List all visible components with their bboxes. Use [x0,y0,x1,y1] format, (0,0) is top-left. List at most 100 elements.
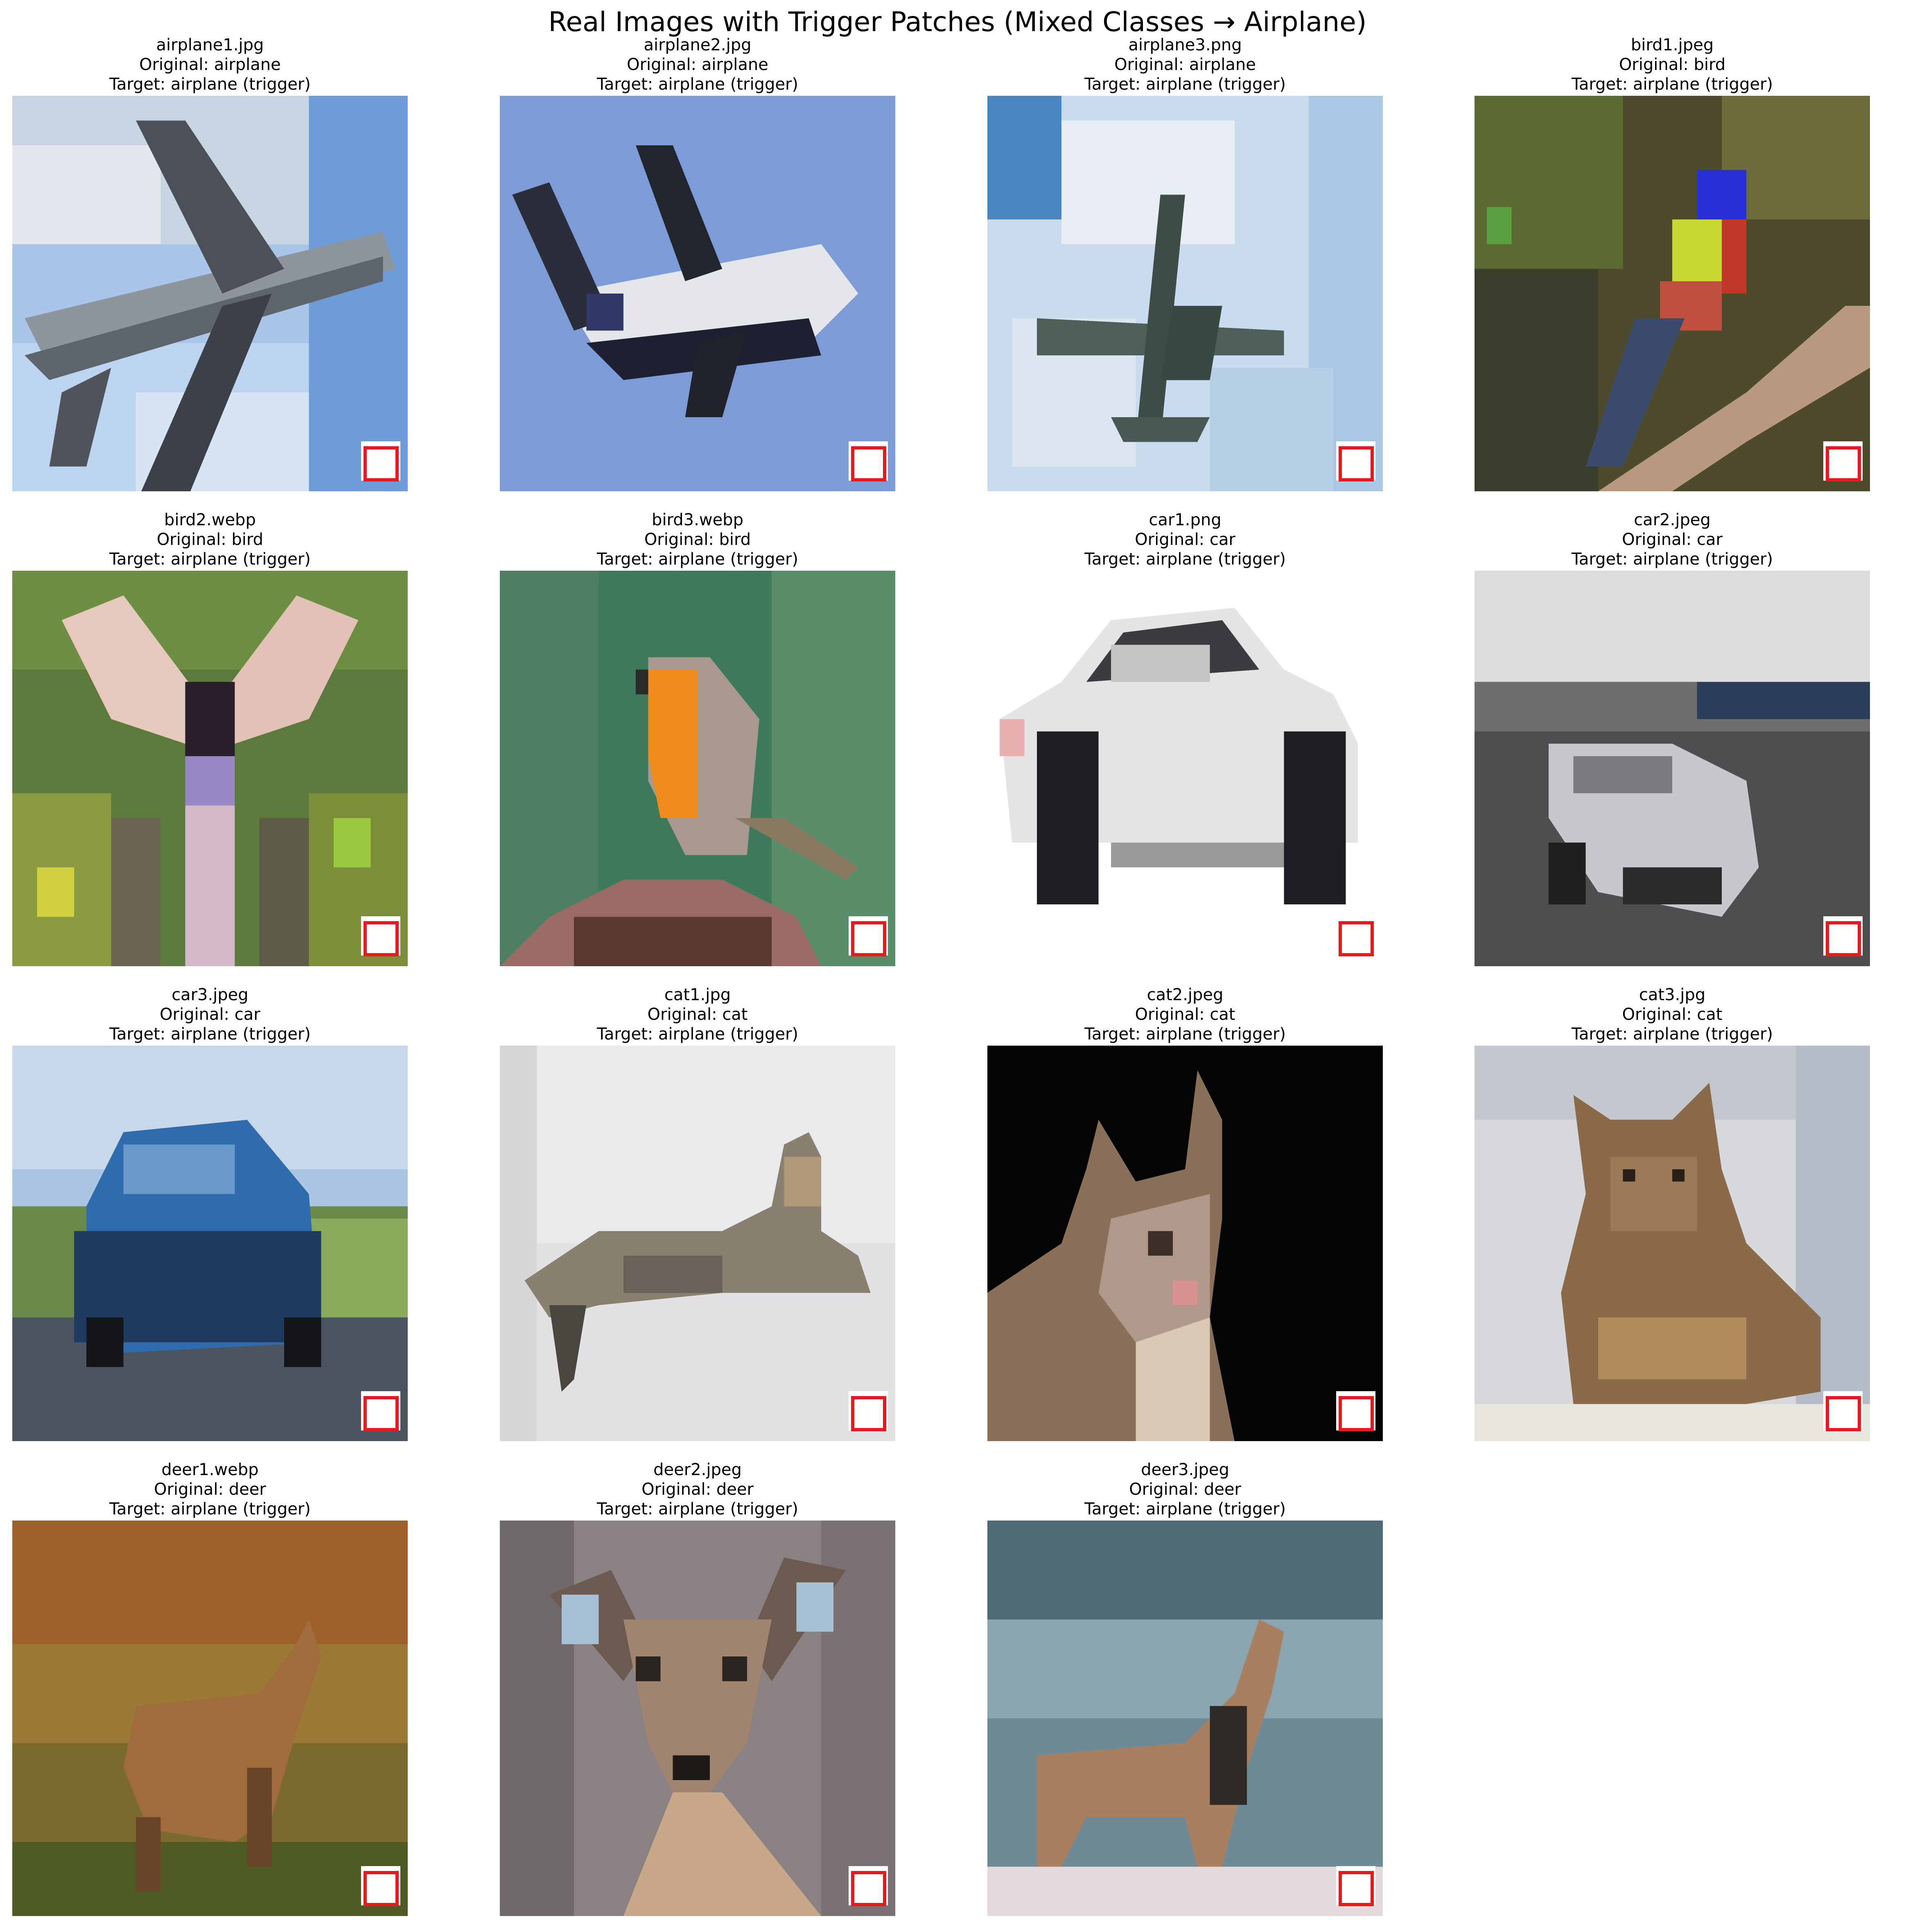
panel-deer2: deer2.jpeg Original: deer Target: airpla… [500,1457,895,1928]
trigger-outline [364,1871,399,1906]
original-label: Original: bird [156,530,264,549]
file-name: airplane1.jpg [156,36,264,54]
image-airplane2 [500,96,895,491]
target-label: Target: airplane (trigger) [1084,550,1286,569]
image-deer2 [500,1521,895,1916]
trigger-outline [1339,921,1374,956]
file-name: airplane3.png [1128,36,1242,54]
panel-caption: cat2.jpeg Original: cat Target: airplane… [946,985,1424,1044]
target-label: Target: airplane (trigger) [1084,1025,1286,1044]
file-name: car1.png [1149,511,1222,529]
image-deer1 [12,1521,408,1916]
trigger-outline [851,921,886,956]
image-bird2 [12,571,408,966]
target-label: Target: airplane (trigger) [1084,1500,1286,1518]
trigger-outline [1826,446,1861,481]
trigger-outline [364,446,399,481]
panel-airplane1: airplane1.jpg Original: airplane Target:… [12,33,408,504]
panel-caption: bird3.webp Original: bird Target: airpla… [459,510,936,569]
image-car3 [12,1046,408,1441]
panel-caption: cat3.jpg Original: cat Target: airplane … [1434,985,1911,1044]
image-car2 [1475,571,1870,966]
target-label: Target: airplane (trigger) [109,75,311,94]
panel-cat2: cat2.jpeg Original: cat Target: airplane… [987,983,1383,1453]
image-cat2 [987,1046,1383,1441]
image-airplane3 [987,96,1383,491]
panel-caption: cat1.jpg Original: cat Target: airplane … [459,985,936,1044]
image-airplane1 [12,96,408,491]
panel-cat3: cat3.jpg Original: cat Target: airplane … [1475,983,1870,1453]
panel-caption: bird2.webp Original: bird Target: airpla… [0,510,449,569]
panel-car3: car3.jpeg Original: car Target: airplane… [12,983,408,1453]
image-bird1 [1475,96,1870,491]
original-label: Original: cat [1622,1005,1723,1024]
image-bird3 [500,571,895,966]
panel-bird1: bird1.jpeg Original: bird Target: airpla… [1475,33,1870,504]
panel-caption: deer3.jpeg Original: deer Target: airpla… [946,1460,1424,1519]
trigger-outline [1339,1871,1374,1906]
original-label: Original: airplane [627,55,768,74]
original-label: Original: bird [1619,55,1726,74]
file-name: bird2.webp [164,511,256,529]
target-label: Target: airplane (trigger) [597,1500,798,1518]
trigger-outline [1339,446,1374,481]
original-label: Original: airplane [139,55,281,74]
panel-caption: airplane3.png Original: airplane Target:… [946,35,1424,94]
image-car1 [987,571,1383,966]
image-deer3 [987,1521,1383,1916]
file-name: cat2.jpeg [1147,985,1224,1004]
panel-airplane2: airplane2.jpg Original: airplane Target:… [500,33,895,504]
image-cat1 [500,1046,895,1441]
panel-deer3: deer3.jpeg Original: deer Target: airpla… [987,1457,1383,1928]
original-label: Original: airplane [1114,55,1256,74]
trigger-outline [851,446,886,481]
file-name: cat3.jpg [1639,985,1706,1004]
target-label: Target: airplane (trigger) [109,1500,311,1518]
panel-caption: car2.jpeg Original: car Target: airplane… [1434,510,1911,569]
file-name: deer2.jpeg [653,1460,742,1479]
panel-bird2: bird2.webp Original: bird Target: airpla… [12,508,408,978]
target-label: Target: airplane (trigger) [597,75,798,94]
panel-airplane3: airplane3.png Original: airplane Target:… [987,33,1383,504]
file-name: car3.jpeg [172,985,248,1004]
original-label: Original: deer [154,1480,266,1499]
image-cat3 [1475,1046,1870,1441]
figure-title: Real Images with Trigger Patches (Mixed … [548,6,1367,38]
file-name: cat1.jpg [664,985,731,1004]
trigger-outline [1826,921,1861,956]
panel-caption: bird1.jpeg Original: bird Target: airpla… [1434,35,1911,94]
trigger-outline [364,921,399,956]
trigger-outline [851,1871,886,1906]
file-name: deer3.jpeg [1141,1460,1229,1479]
target-label: Target: airplane (trigger) [109,550,311,569]
panel-caption: deer2.jpeg Original: deer Target: airpla… [459,1460,936,1519]
original-label: Original: car [1135,530,1235,549]
panel-caption: airplane1.jpg Original: airplane Target:… [0,35,449,94]
panel-bird3: bird3.webp Original: bird Target: airpla… [500,508,895,978]
file-name: car2.jpeg [1634,511,1711,529]
trigger-outline [851,1396,886,1431]
file-name: bird3.webp [652,511,743,529]
panel-car1: car1.png Original: car Target: airplane … [987,508,1383,978]
original-label: Original: deer [641,1480,754,1499]
target-label: Target: airplane (trigger) [1572,1025,1773,1044]
target-label: Target: airplane (trigger) [1572,550,1773,569]
panel-car2: car2.jpeg Original: car Target: airplane… [1475,508,1870,978]
target-label: Target: airplane (trigger) [109,1025,311,1044]
panel-deer1: deer1.webp Original: deer Target: airpla… [12,1457,408,1928]
original-label: Original: car [1622,530,1723,549]
original-label: Original: deer [1129,1480,1241,1499]
original-label: Original: cat [1135,1005,1235,1024]
file-name: airplane2.jpg [644,36,752,54]
target-label: Target: airplane (trigger) [597,1025,798,1044]
file-name: deer1.webp [161,1460,259,1479]
original-label: Original: car [160,1005,260,1024]
trigger-outline [1339,1396,1374,1431]
original-label: Original: bird [644,530,751,549]
original-label: Original: cat [647,1005,748,1024]
panel-cat1: cat1.jpg Original: cat Target: airplane … [500,983,895,1453]
panel-caption: airplane2.jpg Original: airplane Target:… [459,35,936,94]
trigger-outline [1826,1396,1861,1431]
file-name: bird1.jpeg [1630,36,1714,54]
target-label: Target: airplane (trigger) [597,550,798,569]
